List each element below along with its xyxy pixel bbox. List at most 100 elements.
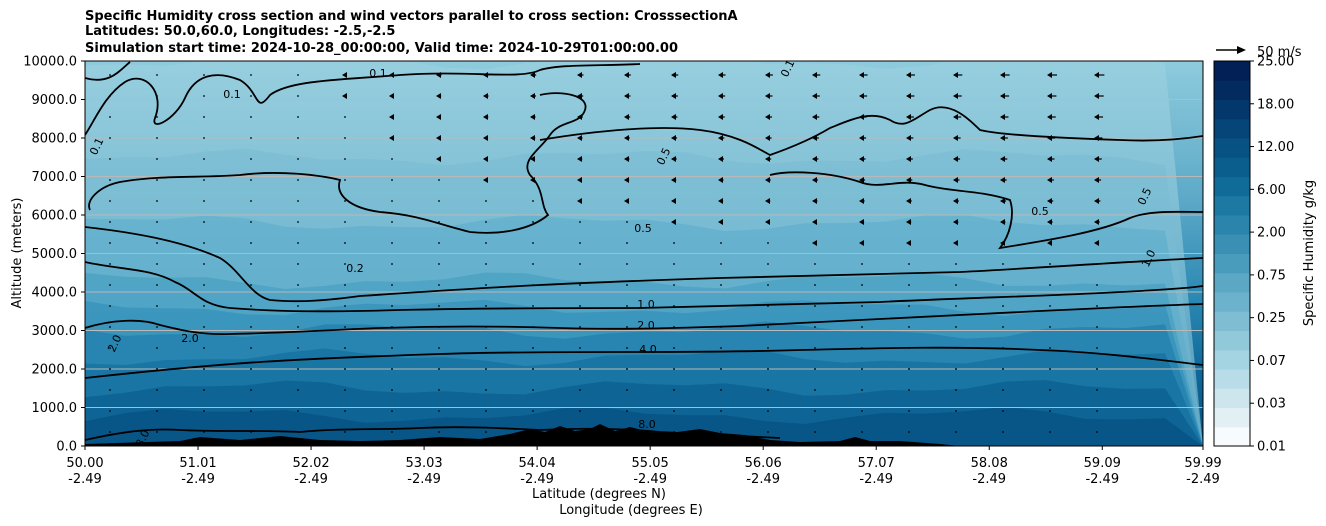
y-tick-label: 5000.0 (32, 247, 78, 262)
wind-vector-calm (297, 389, 299, 391)
wind-vector-head (718, 135, 723, 141)
plot-area (85, 61, 1203, 446)
wind-vector-calm (579, 368, 581, 370)
wind-vector-head (953, 198, 958, 204)
wind-vector-calm (532, 389, 534, 391)
wind-vector-calm (250, 347, 252, 349)
wind-vector-calm (438, 368, 440, 370)
wind-vector-calm (579, 389, 581, 391)
wind-vector-calm (438, 431, 440, 433)
wind-vector-calm (861, 389, 863, 391)
y-tick-label: 1000.0 (32, 401, 78, 416)
colorbar-segment (1214, 118, 1250, 139)
wind-vector-calm (156, 410, 158, 412)
wind-vector-calm (1049, 263, 1051, 265)
wind-vector-head (1094, 135, 1099, 141)
colorbar-frame (1213, 60, 1251, 447)
x-tick-label-lon: -2.49 (1186, 472, 1220, 487)
wind-vector-head (436, 135, 441, 141)
colorbar-segment (1214, 80, 1250, 100)
wind-vector-calm (391, 179, 393, 181)
wind-vector-calm (109, 137, 111, 139)
contour-line (85, 303, 1203, 336)
wind-vector-head (671, 156, 676, 162)
contour-line (88, 92, 587, 234)
wind-vector-calm (250, 221, 252, 223)
wind-vector-calm (109, 368, 111, 370)
wind-vector-calm (767, 305, 769, 307)
wind-vector-head (906, 240, 911, 246)
wind-vector-calm (485, 347, 487, 349)
wind-vector-calm (297, 179, 299, 181)
wind-vector-head (342, 93, 347, 99)
wind-vector-calm (156, 284, 158, 286)
wind-vector-calm (673, 263, 675, 265)
wind-vector-calm (438, 305, 440, 307)
wind-vector-calm (861, 410, 863, 412)
wind-vector-calm (297, 116, 299, 118)
wind-vector-calm (1002, 284, 1004, 286)
wind-vector-head (765, 156, 770, 162)
y-tick-label: 0.0 (56, 440, 77, 455)
wind-vector-calm (626, 284, 628, 286)
wind-vector-calm (203, 158, 205, 160)
colorbar-tick-label: 2.00 (1257, 226, 1286, 241)
chart-title-line-2: Latitudes: 50.0,60.0, Longitudes: -2.5,-… (85, 24, 395, 39)
wind-vector-calm (297, 305, 299, 307)
colorbar-segment (1214, 369, 1250, 389)
colorbar-segment (1214, 388, 1250, 408)
wind-vector-calm (532, 263, 534, 265)
wind-vector-calm (297, 410, 299, 412)
wind-vector-head (483, 156, 488, 162)
x-tick-label-lat: 54.04 (519, 456, 556, 471)
colorbar-tick-label: 25.00 (1257, 55, 1294, 70)
wind-vector-calm (438, 242, 440, 244)
wind-vector-calm (814, 431, 816, 433)
wind-vector-head (389, 135, 394, 141)
wind-vector-head (624, 93, 629, 99)
wind-reference-arrow-head (1237, 46, 1246, 54)
colorbar-segment (1214, 138, 1250, 158)
wind-vector-calm (532, 410, 534, 412)
wind-vector-calm (814, 326, 816, 328)
wind-vector-head (953, 177, 958, 183)
wind-vector-calm (109, 158, 111, 160)
wind-vector-calm (720, 242, 722, 244)
wind-vector-calm (485, 431, 487, 433)
wind-vector-calm (156, 221, 158, 223)
wind-vector-calm (203, 410, 205, 412)
wind-vector-calm (485, 200, 487, 202)
wind-vector-calm (203, 116, 205, 118)
wind-vector-head (718, 177, 723, 183)
wind-vector-calm (109, 242, 111, 244)
wind-vector-calm (1096, 263, 1098, 265)
wind-vector-calm (1096, 368, 1098, 370)
colorbar-tick-label: 12.00 (1257, 140, 1294, 155)
wind-vector-calm (861, 284, 863, 286)
wind-vector-calm (109, 431, 111, 433)
wind-vector-calm (1049, 389, 1051, 391)
colorbar-tick-label: 6.00 (1257, 183, 1286, 198)
wind-vector-head (577, 135, 582, 141)
contour-label: 2.0 (181, 332, 199, 345)
wind-vector-head (1047, 177, 1052, 183)
wind-vector-calm (579, 263, 581, 265)
wind-vector-calm (626, 263, 628, 265)
wind-vector-calm (250, 200, 252, 202)
wind-vector-head (1047, 93, 1052, 99)
wind-vector-calm (579, 284, 581, 286)
wind-vector-calm (485, 284, 487, 286)
wind-vector-calm (344, 158, 346, 160)
wind-vector-head (1047, 72, 1052, 78)
wind-vector-head (718, 156, 723, 162)
colorbar-tick-label: 0.75 (1257, 268, 1286, 283)
wind-vector-head (389, 114, 394, 120)
wind-vector-head (718, 93, 723, 99)
wind-vector-head (953, 240, 958, 246)
colorbar-segment (1214, 311, 1250, 331)
wind-vector-calm (344, 431, 346, 433)
wind-vector-calm (391, 284, 393, 286)
wind-vector-head (577, 198, 582, 204)
wind-vector-calm (861, 431, 863, 433)
wind-vector-calm (203, 74, 205, 76)
